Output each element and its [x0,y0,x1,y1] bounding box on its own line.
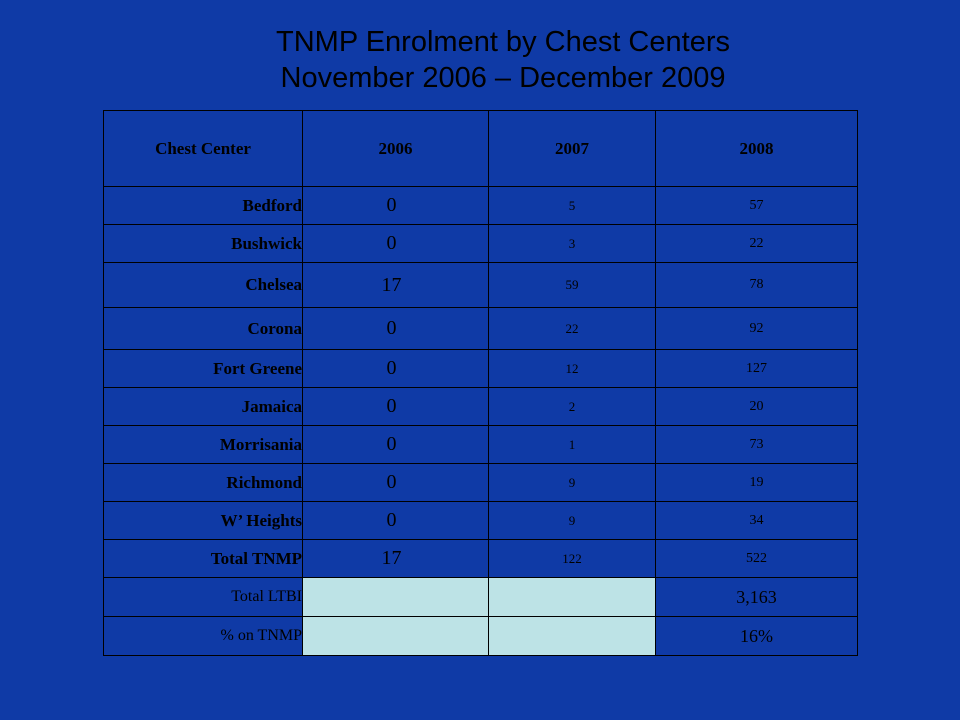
value-2007-cell: 5 [488,186,656,225]
value-2008-cell: 127 [655,349,858,388]
value-2008-cell: 19 [655,463,858,502]
value-2007-cell: 3 [488,224,656,263]
table-row: Bedford 0 5 57 [103,186,858,225]
empty-shaded-cell [488,577,656,617]
chest-center-cell: Richmond [103,463,303,502]
header-2007: 2007 [488,110,656,187]
table-row: Bushwick 0 3 22 [103,224,858,263]
chest-center-cell: Corona [103,307,303,350]
header-chest-center: Chest Center [103,110,303,187]
value-2006-cell: 0 [302,463,489,502]
chest-center-cell: Jamaica [103,387,303,426]
total-ltbi-row: Total LTBI 3,163 [103,577,858,617]
value-2006-cell: 0 [302,224,489,263]
value-2008-cell: 522 [655,539,858,578]
chest-center-cell: Fort Greene [103,349,303,388]
empty-shaded-cell [302,616,489,656]
value-2007-cell: 22 [488,307,656,350]
chest-center-cell: Bedford [103,186,303,225]
value-2006-cell: 0 [302,307,489,350]
title-line-2: November 2006 – December 2009 [280,62,726,94]
table-row: Corona 0 22 92 [103,307,858,350]
header-2008: 2008 [655,110,858,187]
empty-shaded-cell [302,577,489,617]
total-ltbi-value: 3,163 [655,577,858,617]
table-row: W’ Heights 0 9 34 [103,501,858,540]
value-2007-cell: 122 [488,539,656,578]
header-row: Chest Center 2006 2007 2008 [103,110,858,187]
table-row: Jamaica 0 2 20 [103,387,858,426]
value-2008-cell: 34 [655,501,858,540]
value-2008-cell: 92 [655,307,858,350]
enrolment-table: Chest Center 2006 2007 2008 Bedford 0 5 … [103,110,858,656]
value-2008-cell: 22 [655,224,858,263]
header-2006: 2006 [302,110,489,187]
chest-center-cell: Bushwick [103,224,303,263]
row-label-cell: Total LTBI [103,577,303,617]
table-row: Fort Greene 0 12 127 [103,349,858,388]
value-2007-cell: 12 [488,349,656,388]
percent-on-tnmp-row: % on TNMP 16% [103,616,858,656]
title-line-1: TNMP Enrolment by Chest Centers [276,26,730,58]
value-2007-cell: 9 [488,463,656,502]
chest-center-cell: Morrisania [103,425,303,464]
value-2006-cell: 0 [302,501,489,540]
percent-on-tnmp-value: 16% [655,616,858,656]
value-2006-cell: 17 [302,539,489,578]
value-2007-cell: 2 [488,387,656,426]
chest-center-cell: Total TNMP [103,539,303,578]
table-row: Chelsea 17 59 78 [103,262,858,308]
table-row: Richmond 0 9 19 [103,463,858,502]
value-2006-cell: 17 [302,262,489,308]
value-2008-cell: 20 [655,387,858,426]
chest-center-cell: Chelsea [103,262,303,308]
value-2007-cell: 59 [488,262,656,308]
value-2006-cell: 0 [302,387,489,426]
total-tnmp-row: Total TNMP 17 122 522 [103,539,858,578]
chest-center-cell: W’ Heights [103,501,303,540]
value-2008-cell: 57 [655,186,858,225]
value-2008-cell: 73 [655,425,858,464]
value-2007-cell: 1 [488,425,656,464]
slide-title: TNMP Enrolment by Chest Centers November… [0,24,960,96]
value-2006-cell: 0 [302,425,489,464]
row-label-cell: % on TNMP [103,616,303,656]
empty-shaded-cell [488,616,656,656]
table-row: Morrisania 0 1 73 [103,425,858,464]
value-2006-cell: 0 [302,186,489,225]
value-2007-cell: 9 [488,501,656,540]
value-2008-cell: 78 [655,262,858,308]
value-2006-cell: 0 [302,349,489,388]
